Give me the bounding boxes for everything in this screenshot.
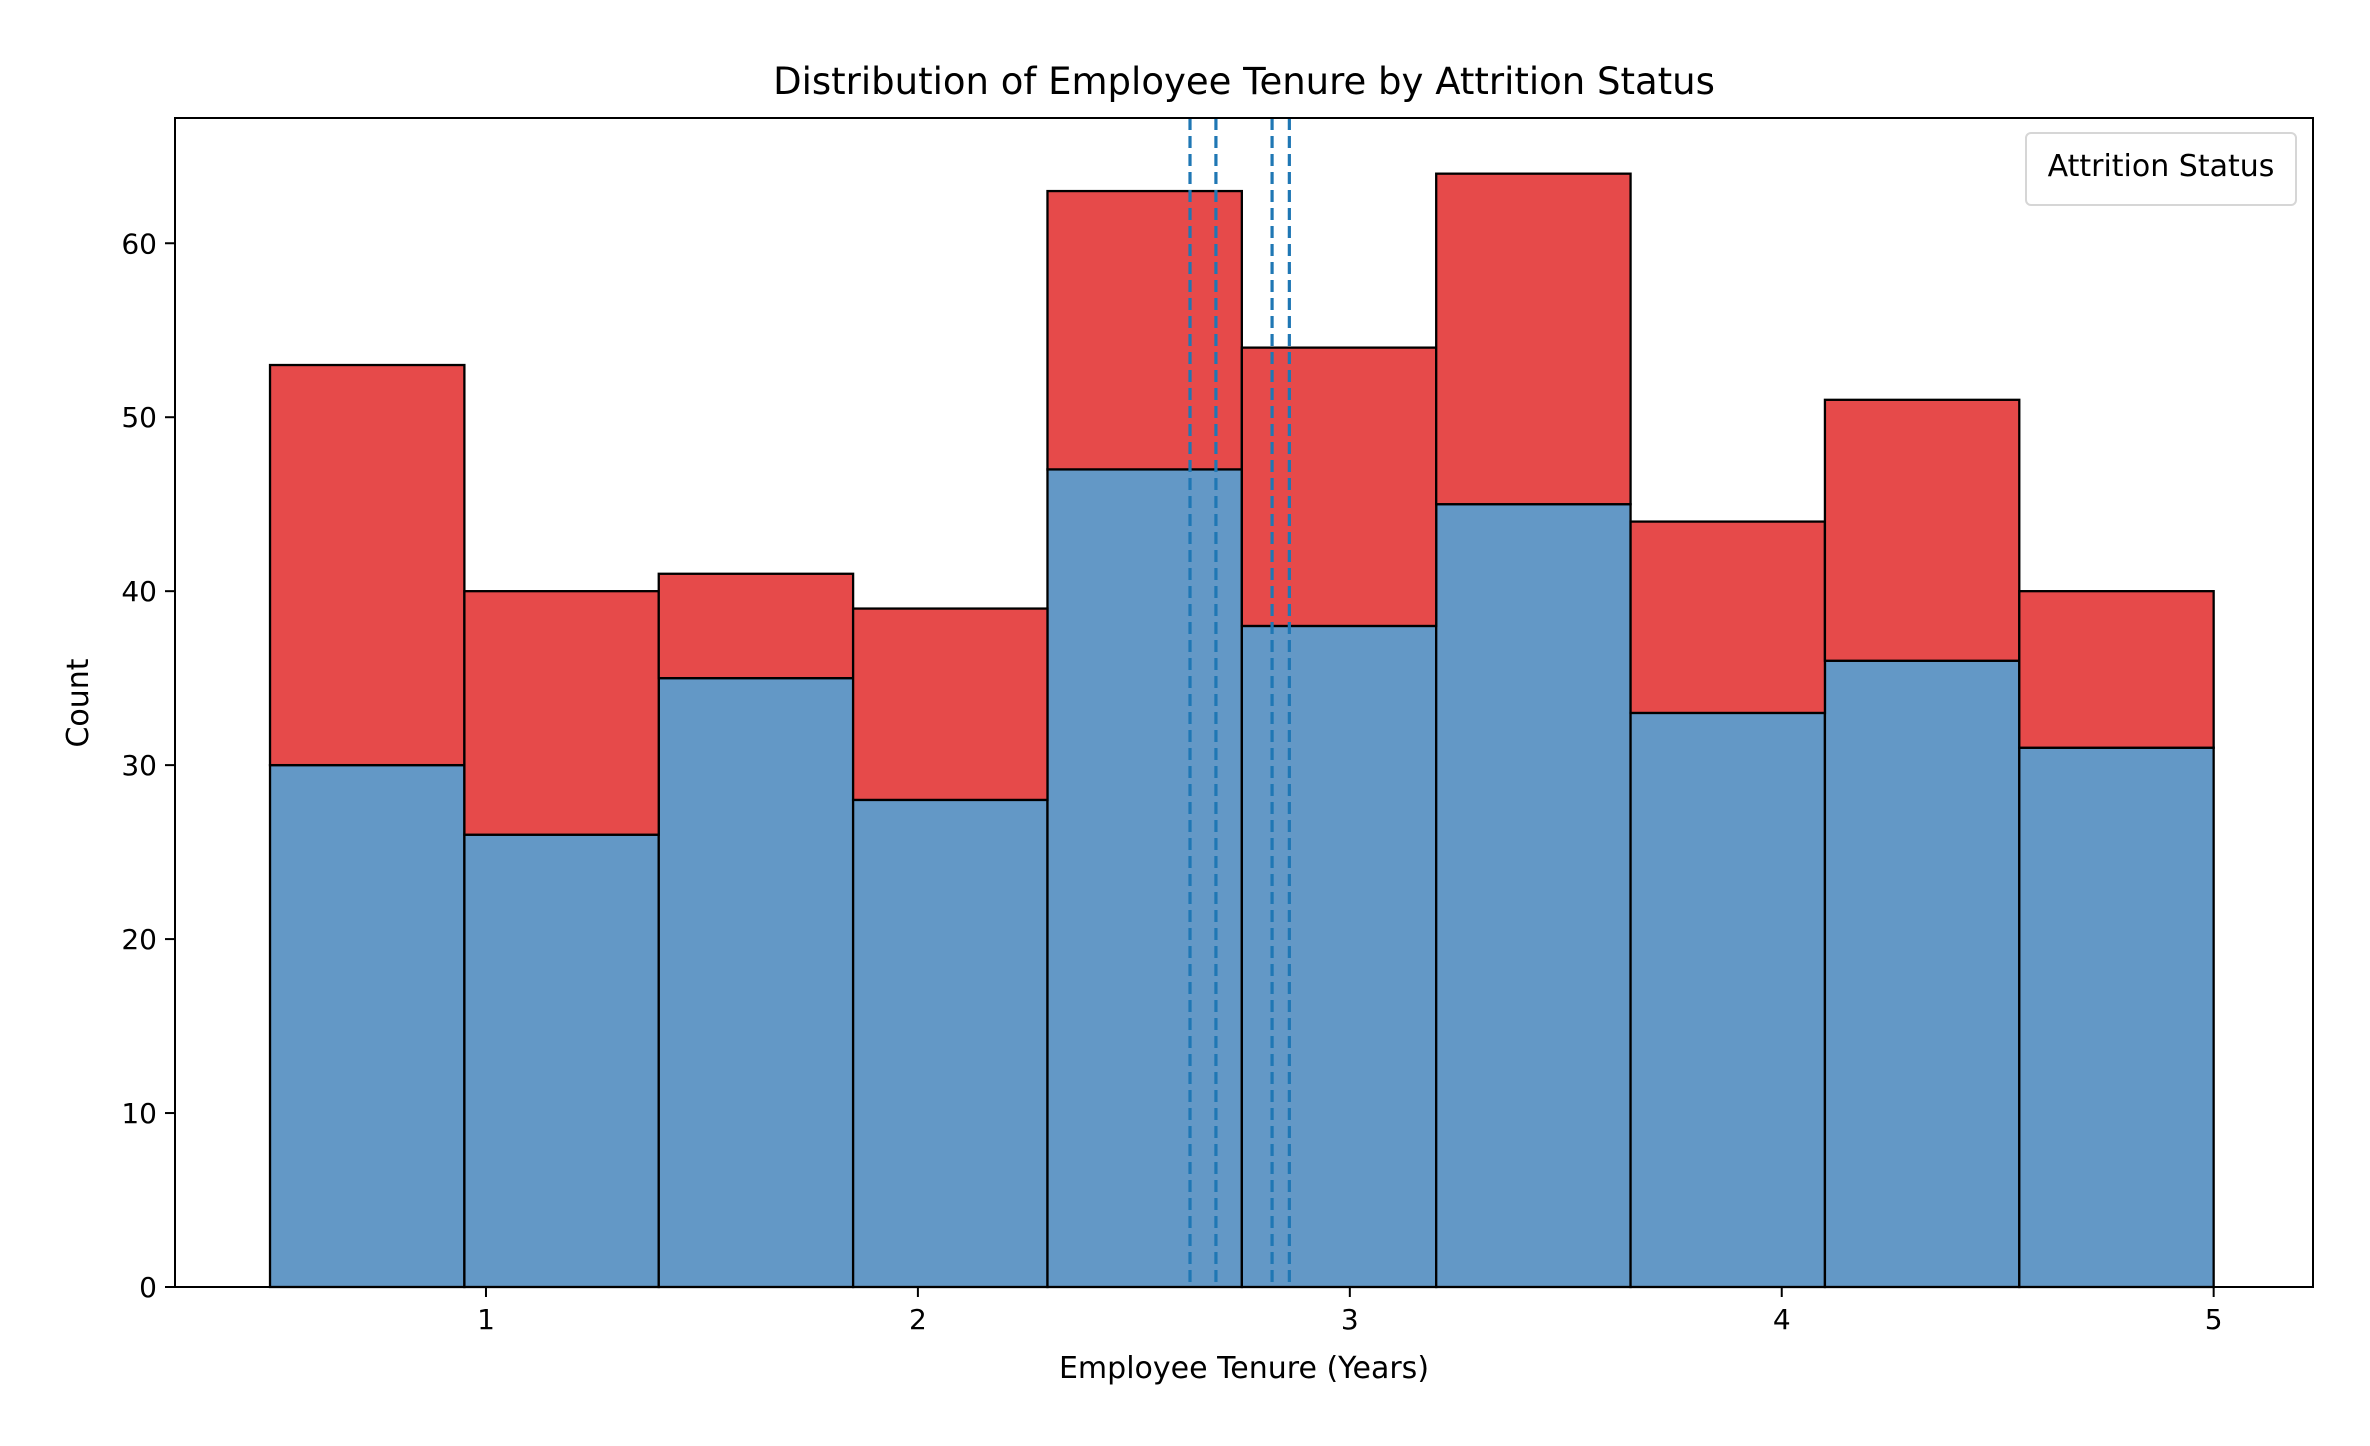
histogram-bar-series-1-bin-3 (657, 676, 855, 1289)
histogram-bar-series-1-bin-7 (1435, 503, 1632, 1289)
histogram-bar-series-1-bin-1 (268, 763, 466, 1289)
histogram-bar-series-2-bin-10 (2018, 590, 2215, 749)
histogram-bar-series-1-bin-4 (851, 798, 1049, 1289)
y-tick-label-7: 60 (121, 227, 157, 260)
legend-title: Attrition Status (2048, 149, 2275, 184)
histogram-bar-series-2-bin-7 (1435, 172, 1632, 506)
x-tick-label-5: 5 (2205, 1303, 2223, 1336)
y-tick-label-4: 30 (121, 749, 157, 782)
y-axis-label: Count (61, 658, 96, 747)
histogram-bar-series-2-bin-9 (1823, 398, 2021, 662)
histogram-bar-series-1-bin-2 (463, 833, 660, 1289)
histogram-bar-series-1-bin-9 (1823, 659, 2021, 1289)
x-tick-label-4: 4 (1773, 1303, 1791, 1336)
plot-frame (174, 117, 2314, 1288)
histogram-bar-series-1-bin-5 (1046, 468, 1243, 1289)
histogram-bar-series-2-bin-8 (1629, 520, 1827, 715)
y-tick-label-6: 50 (121, 401, 157, 434)
histogram-bar-series-1-bin-8 (1629, 711, 1827, 1289)
legend-box (2025, 132, 2297, 206)
y-tick-label-5: 40 (121, 575, 157, 608)
histogram-bar-series-2-bin-4 (851, 607, 1049, 802)
histogram-bar-series-2-bin-5 (1046, 189, 1243, 471)
histogram-bar-series-1-bin-10 (2018, 746, 2215, 1289)
histogram-bar-series-2-bin-6 (1240, 346, 1438, 628)
histogram-bar-series-2-bin-2 (463, 590, 660, 836)
histogram-bar-series-2-bin-3 (657, 572, 855, 680)
x-axis-label: Employee Tenure (Years) (1059, 1351, 1429, 1386)
y-tick-label-2: 10 (121, 1097, 157, 1130)
histogram-bar-series-2-bin-1 (268, 363, 466, 767)
x-tick-label-1: 1 (477, 1303, 495, 1336)
x-tick-label-2: 2 (909, 1303, 927, 1336)
y-tick-label-1: 0 (139, 1271, 157, 1304)
chart-title: Distribution of Employee Tenure by Attri… (773, 60, 1715, 103)
y-tick-label-3: 20 (121, 923, 157, 956)
x-tick-label-3: 3 (1341, 1303, 1359, 1336)
